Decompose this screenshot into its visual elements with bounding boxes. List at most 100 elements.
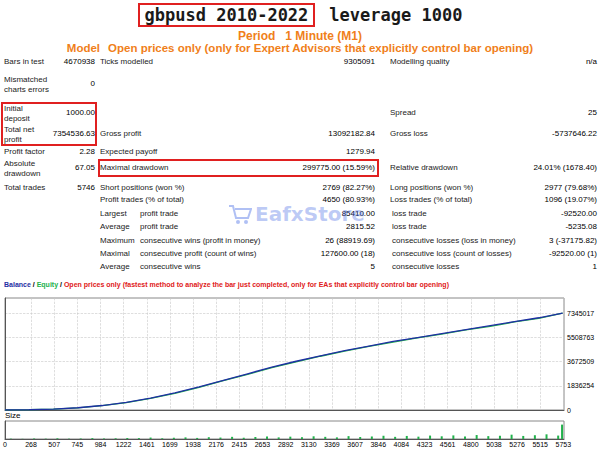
html-text:EafxStore: EafxStore xyxy=(255,202,365,226)
svg-text:745: 745 xyxy=(71,441,83,448)
html-text:profit trade: profit trade xyxy=(140,209,179,219)
html-text:Average: Average xyxy=(100,222,130,232)
html-text:9305091: 9305091 xyxy=(343,57,375,67)
html-text:Gross loss: Gross loss xyxy=(390,129,428,139)
html-text:299775.00 (15.59%): 299775.00 (15.59%) xyxy=(302,163,375,173)
html-text:13092182.84: 13092182.84 xyxy=(328,129,375,139)
svg-text:1461: 1461 xyxy=(139,441,155,448)
html-text:Short positions (won %): Short positions (won %) xyxy=(100,183,185,193)
html-text:consecutive loss (count of los: consecutive loss (count of losses) xyxy=(392,249,512,259)
html-text:2977 (79.68%): 2977 (79.68%) xyxy=(544,183,597,193)
html-text:Open prices only (only for Exp: Open prices only (only for Expert Adviso… xyxy=(108,42,534,54)
html-text:Long positions (won %): Long positions (won %) xyxy=(390,183,474,193)
svg-text:Size: Size xyxy=(5,411,21,420)
svg-text:1836254: 1836254 xyxy=(567,382,594,389)
html-text:loss trade: loss trade xyxy=(392,209,427,219)
html-text:Period: Period xyxy=(238,29,276,43)
html-text:Model: Model xyxy=(66,42,100,54)
html-text:5746: 5746 xyxy=(77,183,95,193)
html-text:Total trades: Total trades xyxy=(4,183,46,193)
html-text:n/a: n/a xyxy=(585,57,597,67)
html-text:Absolute drawdown: Absolute drawdown xyxy=(4,158,41,177)
html-text:-5235.08: -5235.08 xyxy=(565,222,597,232)
html-text:2815.52: 2815.52 xyxy=(346,222,375,232)
svg-text:507: 507 xyxy=(48,441,60,448)
svg-text:4323: 4323 xyxy=(417,441,433,448)
svg-text:5508763: 5508763 xyxy=(567,334,594,341)
html-text:consecutive wins: consecutive wins xyxy=(140,262,201,272)
html-text:1 Minute (M1): 1 Minute (M1) xyxy=(285,29,362,43)
html-text:7354536.63: 7354536.63 xyxy=(52,129,95,139)
svg-text:2653: 2653 xyxy=(255,441,271,448)
html-text:Maximal drawdown: Maximal drawdown xyxy=(100,163,169,173)
html-text:1096 (19.07%): 1096 (19.07%) xyxy=(544,195,597,205)
svg-text:4561: 4561 xyxy=(440,441,456,448)
html-text:67.05: 67.05 xyxy=(75,163,95,173)
html-text:Gross profit: Gross profit xyxy=(100,129,142,139)
html-text:Average: Average xyxy=(100,262,130,272)
svg-text:5276: 5276 xyxy=(509,441,525,448)
html-text:consecutive losses: consecutive losses xyxy=(392,262,460,272)
html-text:loss trade: loss trade xyxy=(392,222,427,232)
html-text:-5737646.22: -5737646.22 xyxy=(552,129,597,139)
html-text:Relative drawdown: Relative drawdown xyxy=(390,163,458,173)
html-text:3 (-37175.82): 3 (-37175.82) xyxy=(549,236,597,246)
html-text:26 (88919.69): 26 (88919.69) xyxy=(325,236,375,246)
html-text:Loss trades (% of total): Loss trades (% of total) xyxy=(390,195,473,205)
svg-text:268: 268 xyxy=(25,441,37,448)
html-text:consecutive wins (profit in mo: consecutive wins (profit in money) xyxy=(140,236,261,246)
html-text:24.01% (1678.40): 24.01% (1678.40) xyxy=(533,163,597,173)
html-text:profit trade: profit trade xyxy=(140,222,179,232)
svg-text:4084: 4084 xyxy=(394,441,410,448)
html-text:Largest: Largest xyxy=(100,209,127,219)
svg-text:3130: 3130 xyxy=(301,441,317,448)
html-text:4670938: 4670938 xyxy=(63,57,95,67)
html-text:-92520.00 (1): -92520.00 (1) xyxy=(549,249,597,259)
html-text:85410.00: 85410.00 xyxy=(341,209,375,219)
svg-text:Open prices only (fastest meth: Open prices only (fastest method to anal… xyxy=(64,281,449,289)
html-text:Expected payoff: Expected payoff xyxy=(100,147,158,157)
html-text:4650 (80.93%): 4650 (80.93%) xyxy=(322,195,375,205)
svg-text:0: 0 xyxy=(567,407,571,414)
svg-text:1699: 1699 xyxy=(162,441,178,448)
html-text:Bars in test: Bars in test xyxy=(4,57,44,67)
html-text:1000.00: 1000.00 xyxy=(66,108,95,118)
svg-text:4800: 4800 xyxy=(463,441,479,448)
svg-text:5515: 5515 xyxy=(532,441,548,448)
html-text:Initial deposit: Initial deposit xyxy=(4,103,30,122)
svg-text:0: 0 xyxy=(3,441,7,448)
svg-text:2892: 2892 xyxy=(278,441,294,448)
html-text:Profit trades (% of total): Profit trades (% of total) xyxy=(100,195,184,205)
svg-text:3369: 3369 xyxy=(324,441,340,448)
html-text:gbpusd 2010-2022: gbpusd 2010-2022 xyxy=(144,5,309,25)
html-text:Maximal: Maximal xyxy=(100,249,130,259)
svg-text:984: 984 xyxy=(95,441,107,448)
html-text:2769 (82.27%): 2769 (82.27%) xyxy=(322,183,375,193)
html-text:127600.00 (18): 127600.00 (18) xyxy=(320,249,375,259)
html-text:Spread: Spread xyxy=(390,108,416,118)
svg-text:Equity: Equity xyxy=(37,281,58,289)
svg-text:5038: 5038 xyxy=(486,441,502,448)
html-text:Ticks modelled: Ticks modelled xyxy=(100,57,154,67)
html-text:Profit factor: Profit factor xyxy=(4,147,45,157)
html-text:Mismatched charts errors: Mismatched charts errors xyxy=(4,74,49,93)
svg-text:7345017: 7345017 xyxy=(567,310,594,317)
svg-text:1938: 1938 xyxy=(185,441,201,448)
svg-text:2176: 2176 xyxy=(208,441,224,448)
html-text:2.28: 2.28 xyxy=(79,147,95,157)
svg-text:2415: 2415 xyxy=(232,441,248,448)
html-text:Total net profit: Total net profit xyxy=(4,124,35,143)
html-text:Modelling quality: Modelling quality xyxy=(390,57,450,67)
svg-text:3607: 3607 xyxy=(347,441,363,448)
html-text:-92520.00: -92520.00 xyxy=(561,209,597,219)
svg-text:1222: 1222 xyxy=(116,441,132,448)
html-text:1279.94: 1279.94 xyxy=(346,147,375,157)
html-text:consecutive profit (count of w: consecutive profit (count of wins) xyxy=(140,249,257,259)
html-text:Maximum: Maximum xyxy=(100,236,135,246)
html-text:leverage 1000: leverage 1000 xyxy=(329,5,463,25)
svg-text:3846: 3846 xyxy=(370,441,386,448)
svg-text:Balance: Balance xyxy=(4,281,31,288)
svg-text:3672509: 3672509 xyxy=(567,358,594,365)
svg-text:5753: 5753 xyxy=(556,441,572,448)
html-text:consecutive losses (loss in mo: consecutive losses (loss in money) xyxy=(392,236,516,246)
